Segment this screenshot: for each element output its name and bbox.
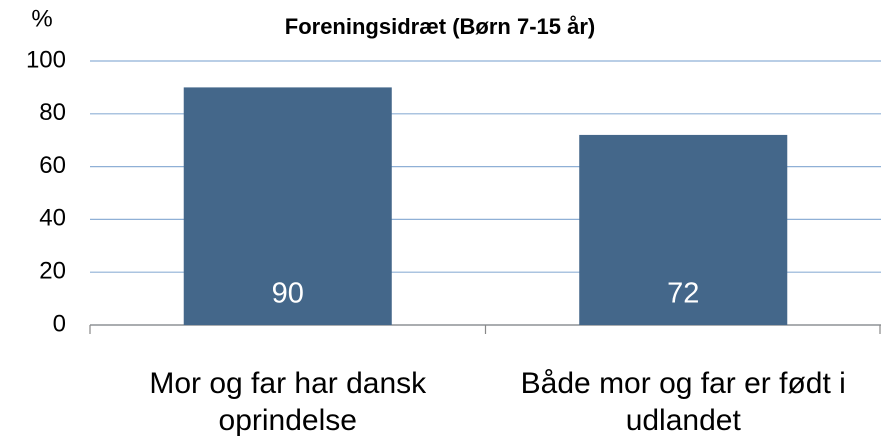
y-tick-label: 40 — [39, 205, 66, 232]
y-tick-label: 20 — [39, 258, 66, 285]
x-tick-label: Både mor og far er født i udlandet — [520, 367, 846, 437]
x-tick-label: Mor og far har dansk oprindelse — [149, 367, 427, 437]
y-tick-label: 100 — [26, 46, 66, 73]
value-label: 90 — [272, 278, 304, 310]
value-label: 72 — [667, 278, 699, 310]
y-tick-label: 80 — [39, 99, 66, 126]
y-tick-label: 0 — [53, 310, 66, 337]
chart-title: Foreningsidræt (Børn 7-15 år) — [285, 14, 595, 39]
y-axis-label: % — [31, 5, 52, 32]
y-tick-label: 60 — [39, 152, 66, 179]
bar — [579, 134, 788, 325]
bar — [183, 87, 392, 326]
